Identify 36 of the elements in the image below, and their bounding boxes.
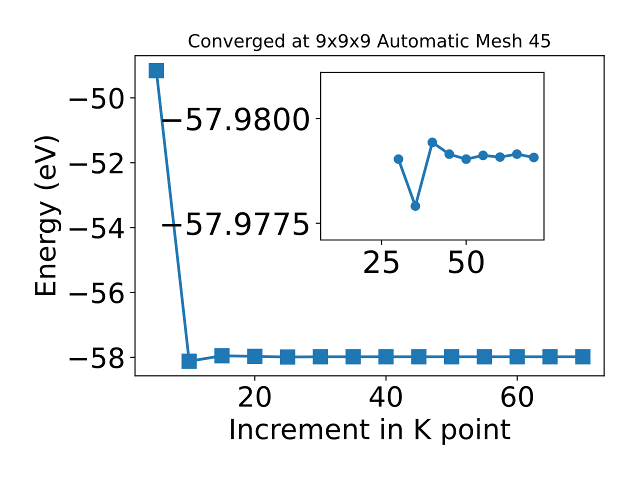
point — [312, 349, 328, 364]
point — [444, 149, 454, 160]
point — [214, 348, 230, 364]
point — [461, 154, 472, 164]
y-tick-label: −54 — [70, 218, 124, 239]
point — [182, 354, 197, 369]
y-axis-title: Energy (eV) — [34, 136, 62, 295]
point — [495, 152, 505, 162]
point — [410, 201, 420, 211]
point — [280, 349, 296, 365]
x-tick-label: 60 — [501, 386, 534, 408]
chart-title: Converged at 9x9x9 Automatic Mesh 45 — [188, 34, 550, 52]
point — [148, 62, 164, 78]
point — [378, 349, 394, 364]
point — [542, 349, 558, 364]
point — [476, 349, 492, 364]
y-tick-label: −58 — [70, 347, 124, 368]
point — [575, 349, 590, 364]
y-tick-label: −50 — [70, 88, 124, 109]
point — [444, 349, 460, 364]
x-tick-label: 20 — [239, 386, 271, 408]
point — [528, 152, 539, 162]
x-axis-title: Increment in K point — [231, 418, 510, 445]
point — [346, 349, 361, 364]
x-tick-label: 50 — [449, 250, 484, 274]
point — [411, 349, 426, 364]
point — [510, 349, 525, 364]
x-tick-label: 25 — [364, 250, 398, 274]
point — [427, 138, 438, 148]
point — [512, 149, 522, 160]
point — [394, 154, 404, 164]
x-tick-label: 40 — [370, 386, 402, 408]
point — [478, 150, 488, 160]
point — [247, 348, 262, 364]
y-tick-label: −52 — [70, 152, 123, 174]
y-tick-label: −56 — [70, 282, 124, 304]
